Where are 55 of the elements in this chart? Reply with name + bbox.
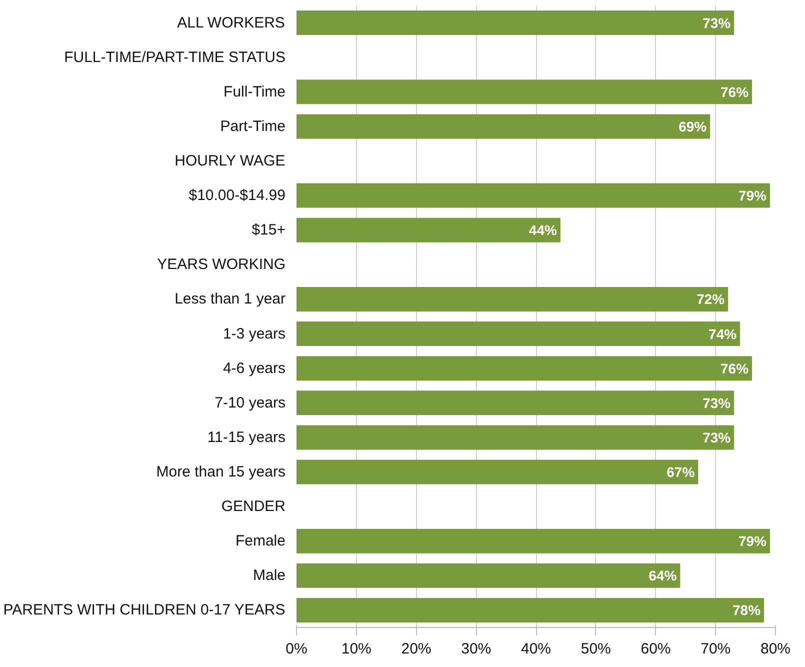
data-label: 72%	[696, 291, 726, 308]
data-label: 73%	[702, 394, 732, 411]
bar	[296, 322, 740, 346]
y-tick-label: $15+	[252, 222, 286, 239]
x-tick-label: 0%	[286, 640, 308, 658]
data-label: 44%	[528, 222, 558, 238]
bar	[296, 563, 680, 588]
bar	[296, 114, 710, 139]
data-label: 76%	[720, 84, 750, 100]
data-label: 76%	[720, 360, 750, 376]
bar	[296, 460, 698, 484]
data-label: 64%	[648, 568, 678, 584]
data-label: 78%	[732, 602, 762, 618]
x-tick-label: 70%	[700, 640, 731, 658]
y-tick-label: $10.00-$14.99	[188, 187, 286, 204]
x-tick-label: 40%	[520, 640, 552, 658]
x-tick-label: 80%	[760, 640, 791, 658]
y-tick-label: GENDER	[221, 498, 286, 516]
y-tick-label: 11-15 years	[207, 428, 286, 446]
x-tick-label: 50%	[580, 640, 611, 658]
y-tick-label: YEARS WORKING	[157, 256, 286, 274]
bar	[296, 10, 734, 36]
y-tick-label: HOURLY WAGE	[174, 152, 286, 170]
y-tick-label: 4-6 years	[222, 360, 286, 377]
bar	[296, 528, 770, 554]
data-label: 73%	[702, 14, 732, 31]
data-label: 73%	[702, 429, 732, 446]
bar	[296, 390, 734, 416]
y-tick-label: Male	[252, 567, 286, 584]
bar	[296, 425, 734, 450]
y-tick-label: 7-10 years	[214, 394, 286, 412]
data-label: 79%	[738, 533, 768, 550]
y-tick-label: More than 15 years	[156, 464, 286, 480]
y-tick-label: Full-Time	[224, 83, 286, 100]
bar	[296, 80, 752, 104]
data-label: 74%	[708, 326, 738, 342]
data-label: 79%	[738, 188, 768, 204]
y-tick-label: FULL-TIME/PART-TIME STATUS	[64, 48, 286, 66]
y-tick-label: Less than 1 year	[174, 290, 286, 308]
x-tick-label: 30%	[461, 640, 492, 658]
y-tick-label: ALL WORKERS	[177, 14, 285, 32]
bar	[296, 286, 728, 312]
x-tick-label: 20%	[401, 640, 432, 658]
y-tick-label: Female	[235, 532, 286, 550]
x-tick-label: 10%	[341, 640, 372, 658]
x-tick-label: 60%	[640, 640, 671, 658]
bar	[296, 183, 770, 208]
bar	[296, 356, 752, 381]
y-tick-label: Part-Time	[220, 118, 286, 135]
data-label: 67%	[666, 464, 696, 480]
y-tick-label: 1-3 years	[222, 325, 286, 342]
bar	[296, 598, 764, 622]
data-label: 69%	[678, 118, 708, 134]
bar	[296, 218, 560, 242]
y-tick-label: PARENTS WITH CHILDREN 0-17 YEARS	[3, 602, 286, 619]
